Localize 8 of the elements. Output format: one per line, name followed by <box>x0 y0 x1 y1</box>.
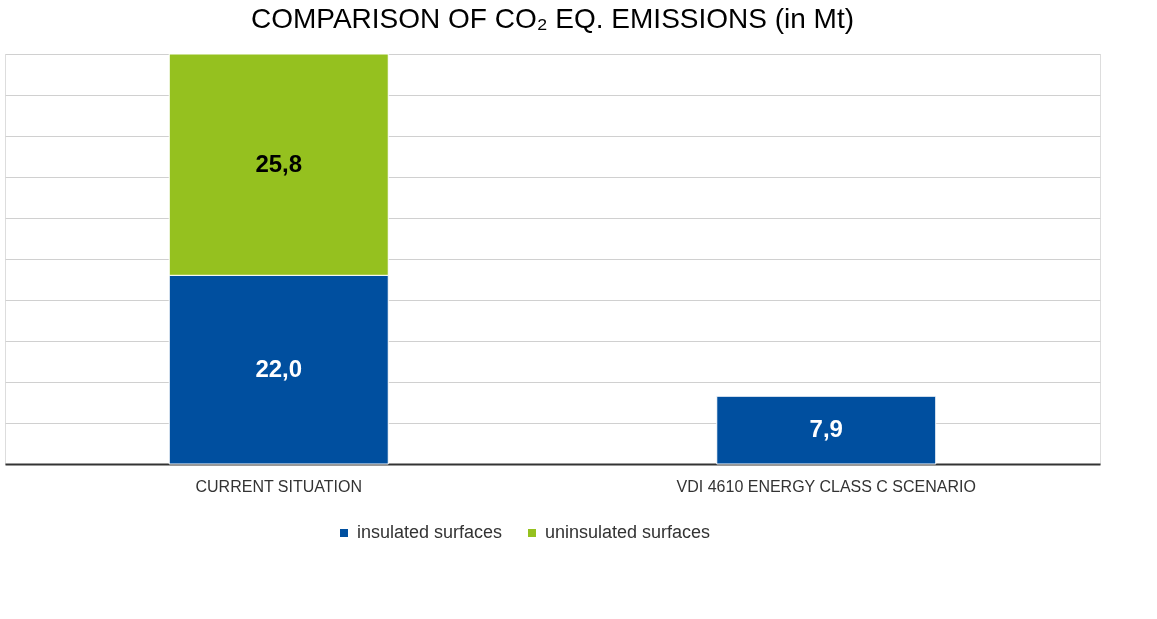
data-label: 7,9 <box>809 415 843 443</box>
chart-title: COMPARISON OF CO₂ EQ. EMISSIONS (in Mt) <box>250 2 855 34</box>
legend-label: insulated surfaces <box>357 522 503 542</box>
x-tick-label: VDI 4610 ENERGY CLASS C SCENARIO <box>676 477 976 495</box>
data-label: 25,8 <box>255 149 303 177</box>
legend-label: uninsulated surfaces <box>545 522 711 542</box>
data-label: 22,0 <box>255 354 303 382</box>
x-tick-label: CURRENT SITUATION <box>195 477 363 495</box>
